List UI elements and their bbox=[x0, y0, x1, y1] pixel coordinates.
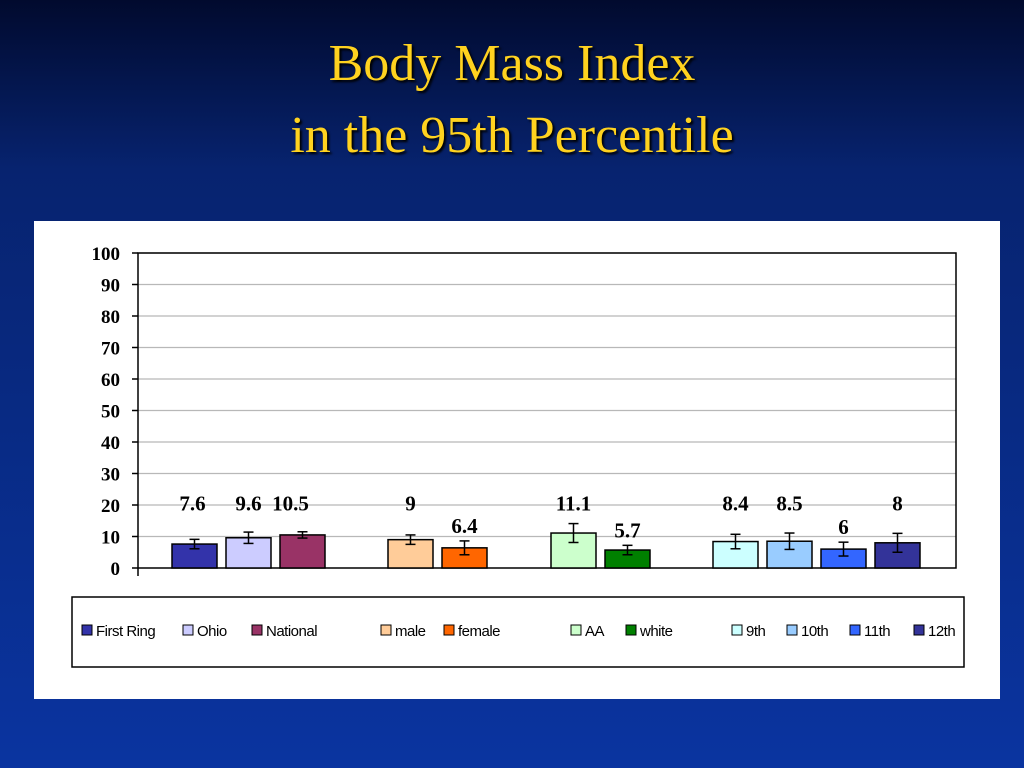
legend-label: male bbox=[395, 623, 426, 640]
legend-swatch bbox=[849, 624, 861, 636]
y-tick-label: 80 bbox=[101, 307, 120, 328]
y-tick-label: 30 bbox=[101, 465, 120, 486]
bar-national bbox=[279, 534, 326, 569]
data-label: 6.4 bbox=[451, 514, 478, 538]
legend-swatch bbox=[182, 624, 194, 636]
legend-swatch bbox=[251, 624, 263, 636]
data-label: 7.6 bbox=[179, 491, 205, 515]
y-tick-label: 20 bbox=[101, 496, 120, 517]
data-label: 6 bbox=[838, 515, 849, 539]
legend-swatch bbox=[731, 624, 743, 636]
data-label: 9 bbox=[405, 491, 416, 515]
legend-swatch bbox=[81, 624, 93, 636]
legend-label: AA bbox=[585, 623, 605, 640]
y-tick-label: 60 bbox=[101, 370, 120, 391]
legend-label: 12th bbox=[928, 623, 955, 640]
data-label: 8.5 bbox=[776, 491, 802, 515]
legend-label: female bbox=[458, 623, 500, 640]
y-tick-label: 0 bbox=[111, 559, 121, 580]
legend-label: white bbox=[639, 623, 673, 640]
legend-swatch bbox=[570, 624, 582, 636]
y-tick-label: 100 bbox=[92, 244, 121, 265]
bar-chart: 0 10 20 30 40 50 60 70 80 90 100 7.6 9.6 10.5 9 6.4 11.1… bbox=[71, 244, 965, 668]
data-label: 11.1 bbox=[556, 491, 592, 515]
legend-label: 10th bbox=[801, 623, 828, 640]
y-tick-label: 40 bbox=[101, 433, 120, 454]
legend-label: 9th bbox=[746, 623, 766, 640]
slide-title-line1: Body Mass Index bbox=[328, 35, 696, 92]
y-tick-label: 70 bbox=[101, 339, 120, 360]
legend-swatch bbox=[443, 624, 455, 636]
y-tick-label: 50 bbox=[101, 402, 120, 423]
data-label: 8.4 bbox=[722, 491, 749, 515]
legend-swatch bbox=[625, 624, 637, 636]
data-label: 9.6 bbox=[235, 491, 261, 515]
data-label: 8 bbox=[892, 491, 903, 515]
legend bbox=[71, 596, 965, 668]
legend-label: First Ring bbox=[96, 623, 155, 640]
legend-label: National bbox=[266, 623, 317, 640]
y-tick-label: 90 bbox=[101, 276, 120, 297]
legend-swatch bbox=[380, 624, 392, 636]
data-label: 10.5 bbox=[272, 491, 309, 515]
data-label: 5.7 bbox=[614, 518, 640, 542]
legend-swatch bbox=[913, 624, 925, 636]
y-tick-label: 10 bbox=[101, 528, 120, 549]
legend-label: 11th bbox=[864, 623, 890, 640]
legend-label: Ohio bbox=[197, 623, 227, 640]
legend-swatch bbox=[786, 624, 798, 636]
chart-panel: 0 10 20 30 40 50 60 70 80 90 100 7.6 9.6 10.5 9 6.4 11.1… bbox=[34, 221, 1000, 699]
slide-title-line2: in the 95th Percentile bbox=[290, 107, 734, 164]
